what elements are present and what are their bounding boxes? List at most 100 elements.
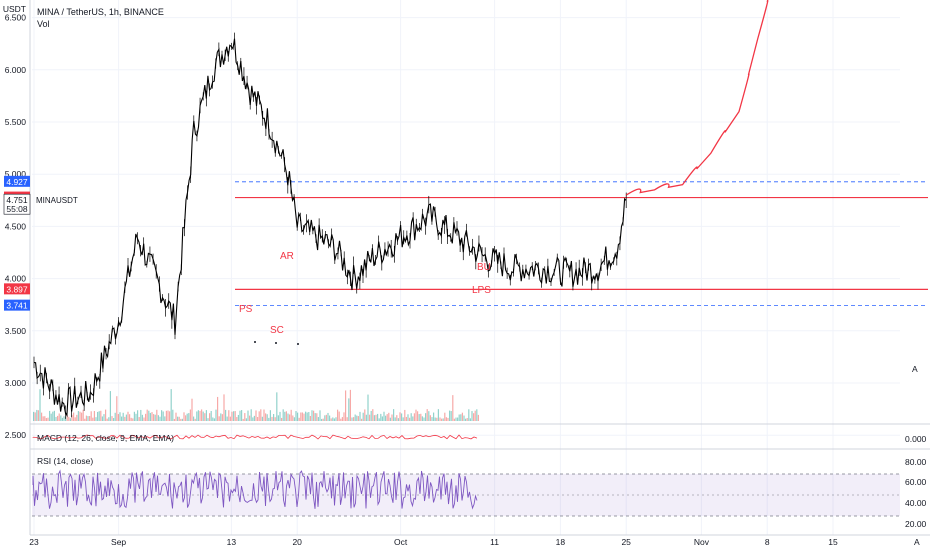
volume-bar [213, 418, 215, 421]
volume-bar [228, 410, 230, 421]
volume-bar [245, 418, 247, 421]
volume-bar [69, 418, 71, 421]
volume-bar [409, 417, 411, 421]
volume-bar [143, 417, 145, 421]
tag-upper-blue [4, 175, 30, 187]
volume-bar [453, 418, 455, 421]
volume-bar [290, 409, 292, 421]
price-tick-label: 3.500 [5, 326, 27, 336]
volume-bar [145, 413, 147, 421]
volume-bar [81, 412, 83, 421]
volume-bar [279, 411, 281, 421]
volume-bar [348, 398, 350, 421]
volume-bar [239, 410, 241, 421]
volume-bar [317, 417, 319, 421]
volume-bar [477, 414, 479, 421]
volume-bar [124, 416, 126, 421]
volume-bar [58, 413, 60, 421]
volume-bar [204, 413, 206, 421]
volume-bar [113, 418, 115, 421]
volume-bar [364, 409, 366, 421]
volume-bar [130, 417, 132, 421]
volume-bar [421, 416, 423, 421]
volume-bar [316, 413, 318, 421]
annotation-label: AR [280, 251, 294, 262]
rsi-tick-label: 40.00 [905, 498, 927, 508]
volume-bar [455, 417, 457, 421]
volume-bar [321, 418, 323, 421]
volume-bar [359, 411, 361, 421]
time-tick-label: Nov [694, 537, 710, 547]
volume-bar [343, 412, 345, 421]
volume-bar [33, 411, 35, 421]
volume-bar [149, 412, 151, 421]
volume-bar [159, 416, 161, 421]
grid [32, 0, 900, 535]
volume-bar [378, 418, 380, 421]
volume-bar [82, 409, 84, 421]
price-tick-label: 4.500 [5, 221, 27, 231]
volume-bar [210, 410, 212, 421]
volume-bar [473, 413, 475, 421]
tag-lower-blue [4, 299, 30, 311]
volume-bar [157, 415, 159, 421]
volume-bar [305, 411, 307, 421]
volume-bar [76, 414, 78, 421]
volume-bar [242, 418, 244, 421]
volume-bar [177, 416, 179, 421]
rsi-tick-label: 60.00 [905, 477, 927, 487]
annotation-label: SC [270, 325, 284, 336]
volume-bar [383, 411, 385, 421]
volume-bar [425, 413, 427, 421]
volume-bar [181, 418, 183, 421]
volume-bar [77, 411, 79, 421]
volume-bar [271, 416, 273, 421]
volume-bar [329, 415, 331, 421]
volume-bar [172, 409, 174, 421]
volume-bar [221, 414, 223, 421]
volume-bar [287, 413, 289, 421]
volume-bar [341, 417, 343, 421]
volume-bar [135, 413, 137, 421]
volume-bar [55, 416, 57, 421]
volume-bar [125, 414, 127, 421]
volume-bar [282, 409, 284, 421]
volume-bar [34, 412, 36, 421]
annotation-label: BU [477, 262, 491, 273]
axes: 8.5008.0007.5006.5006.0005.5005.0004.500… [3, 0, 930, 547]
volume-bar [357, 416, 359, 421]
volume-bar [173, 418, 175, 421]
price-tick-label: 6.000 [5, 65, 27, 75]
time-tick-label: Oct [394, 537, 408, 547]
tag-upper-blue-text: 4.927 [6, 177, 28, 187]
volume-bar [367, 394, 369, 421]
volume-label: Vol [37, 19, 50, 29]
volume-bar [308, 412, 310, 421]
volume-bar [322, 418, 324, 421]
price-tick-label: 6.500 [5, 13, 27, 23]
volume-bar [52, 411, 54, 421]
rsi-tick-label: 20.00 [905, 519, 927, 529]
volume-bar [236, 417, 238, 421]
volume-bar [209, 413, 211, 421]
volume-bar [45, 418, 47, 421]
volume-bar [461, 412, 463, 421]
volume-bar [426, 409, 428, 421]
volume-bar [362, 412, 364, 421]
volume-bar [335, 417, 337, 421]
volume-bar [252, 417, 254, 421]
annotation-label: LPS [472, 285, 491, 296]
volume-bar [369, 414, 371, 421]
tag-lower-red-text: 3.897 [6, 284, 28, 294]
volume-bar [356, 415, 358, 421]
volume-bar [63, 416, 65, 421]
symbol-tag: MINAUSDT [36, 196, 78, 205]
volume-bar [73, 412, 75, 421]
volume-bar [437, 409, 439, 421]
volume-bar [183, 412, 185, 421]
macd-legend: MACD (12, 26, close, 9, EMA, EMA) [37, 433, 174, 443]
volume-bar [314, 413, 316, 421]
volume-bar [255, 410, 257, 421]
